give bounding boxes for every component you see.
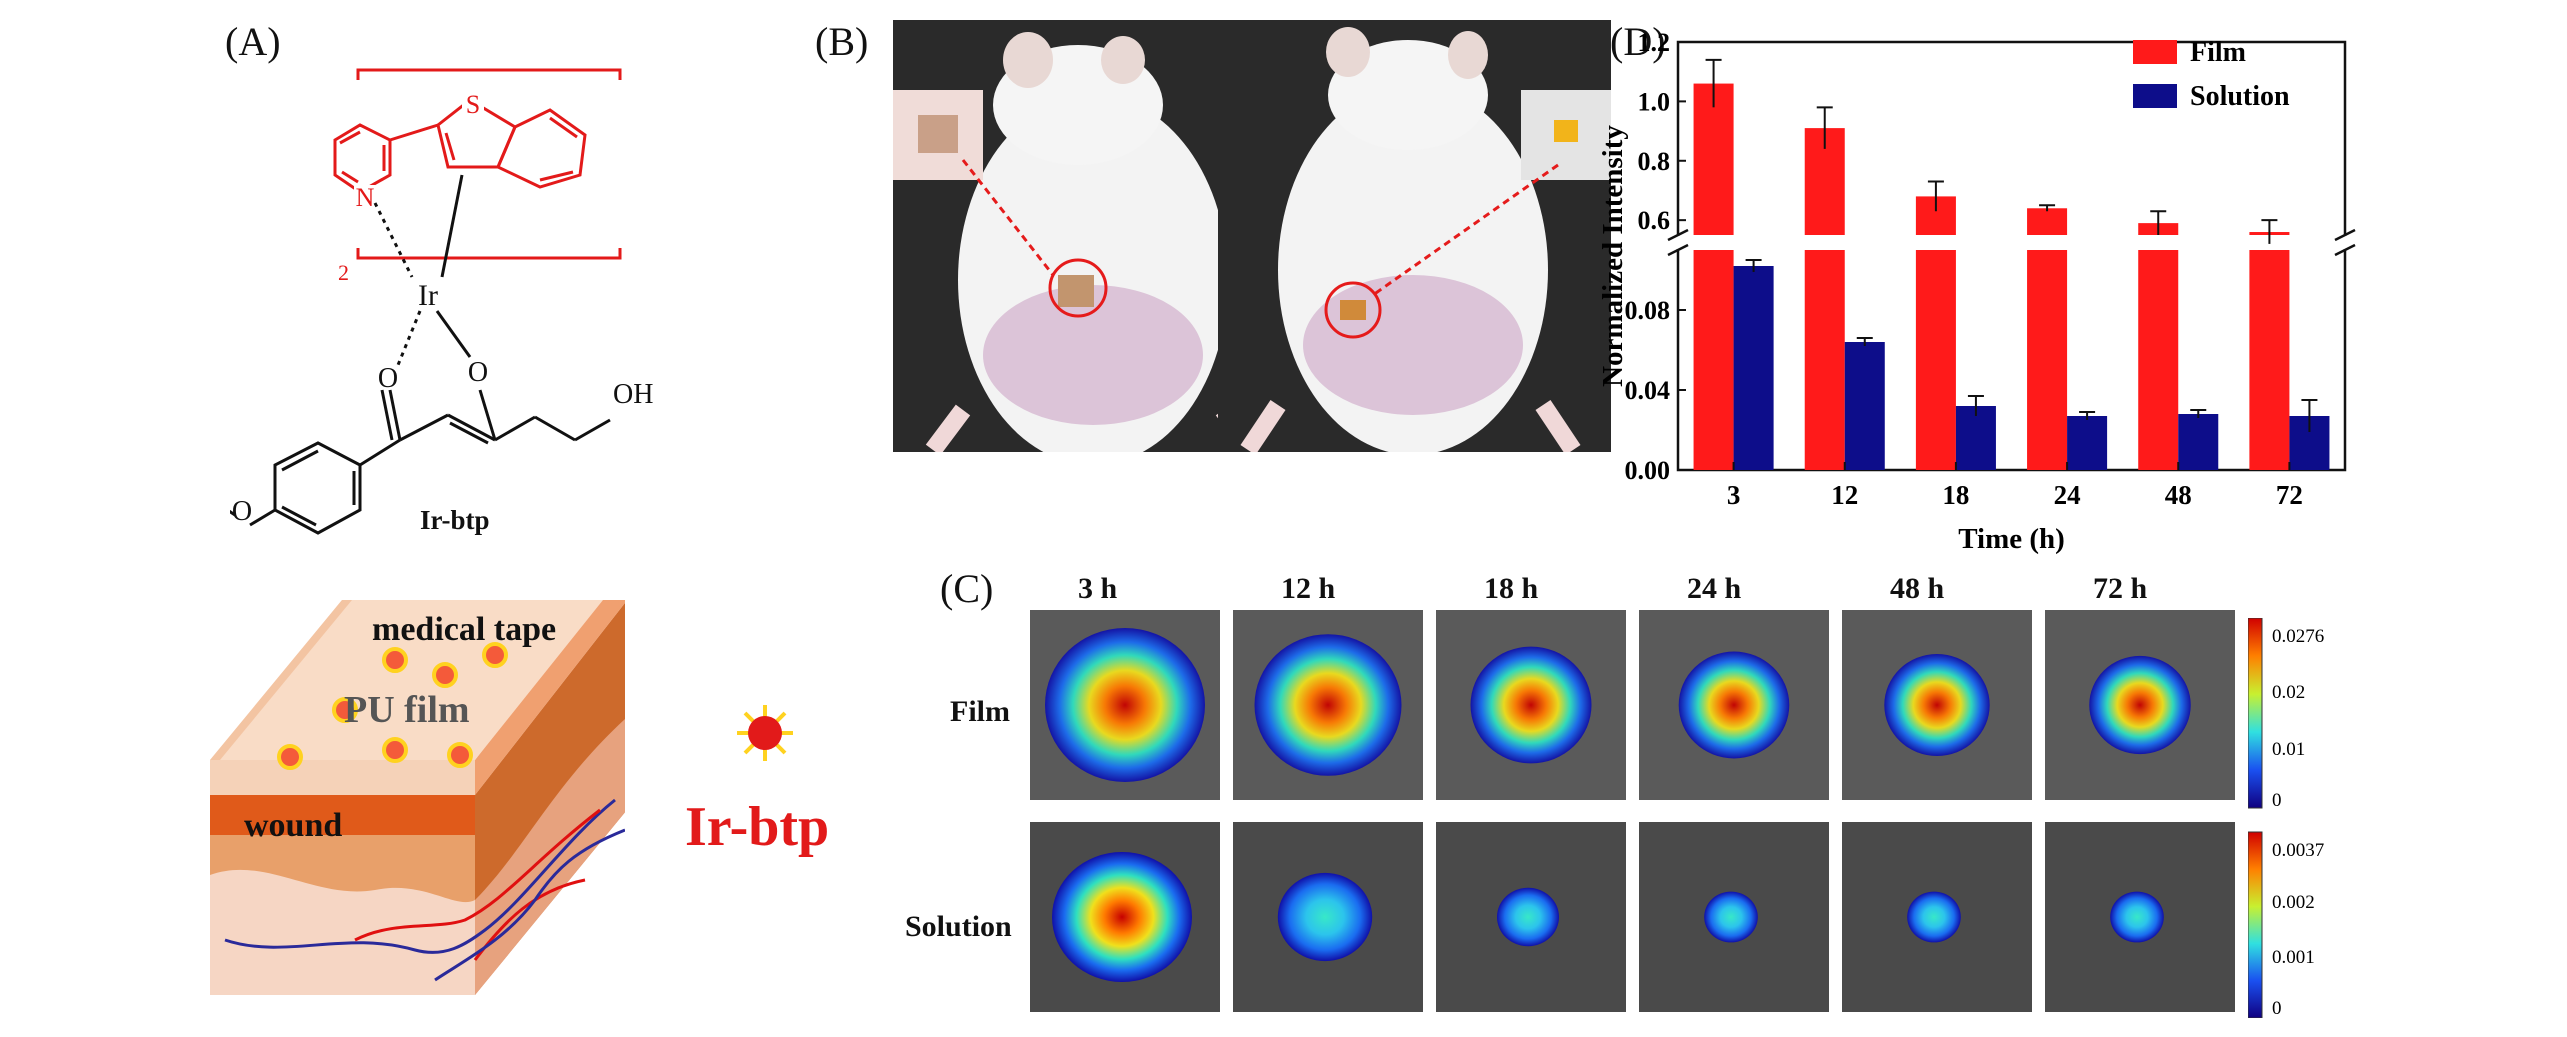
oxygen-atom-left: O <box>378 363 398 394</box>
y-lower-tick-label-1: 0.04 <box>1625 376 1671 405</box>
ir-btp-structure: S N 2 Ir O O OH O <box>230 68 653 535</box>
methoxy-oxygen: O <box>232 496 252 527</box>
bar-solution-12 <box>1844 342 1885 470</box>
solution-scale-tick-3: 0 <box>2272 998 2282 1018</box>
legend-swatch-0 <box>2133 40 2177 64</box>
bar-film-3 <box>1693 83 1734 235</box>
y-lower-tick-label-2: 0.00 <box>1625 456 1671 485</box>
film-signal-5 <box>2089 655 2191 755</box>
film-scale-tick-1: 0.02 <box>2272 682 2305 703</box>
film-signal-3 <box>1678 651 1790 759</box>
y-upper-tick-label-1: 1.0 <box>1638 87 1671 116</box>
layer-medical-tape: medical tape <box>372 611 557 648</box>
oxygen-atom-right: O <box>468 357 488 388</box>
film-colorbar <box>2248 618 2263 809</box>
axis-break-gap <box>1666 236 2357 249</box>
bar-film-lower-18 <box>1915 250 1956 470</box>
bar-film-lower-12 <box>1804 250 1845 470</box>
break-mark-top-0 <box>1667 228 1689 242</box>
legend-label-0: Film <box>2190 37 2246 68</box>
y-lower-tick-label-0: 0.08 <box>1625 296 1671 325</box>
panel-a-label: (A) <box>225 19 281 64</box>
colorbar-group: 0.0276 0.02 0.01 0 0.0037 0.002 0.001 0 <box>2248 618 2324 1018</box>
solution-signal-0 <box>1052 852 1192 982</box>
bar-solution-24 <box>2067 416 2108 470</box>
legend-ir-btp: Ir-btp <box>685 796 830 858</box>
x-tick-label-3: 3 <box>1727 480 1741 510</box>
layer-wound: wound <box>244 807 343 844</box>
solution-scale-tick-2: 0.001 <box>2272 947 2315 968</box>
x-tick-label-48: 48 <box>2165 480 2192 510</box>
break-mark-bottom-1 <box>2334 243 2356 257</box>
film-signal-0 <box>1045 628 1205 782</box>
row-label-solution: Solution <box>905 910 1012 943</box>
bar-film-24 <box>2027 208 2068 235</box>
solution-signal-4 <box>1907 891 1961 943</box>
compound-name: Ir-btp <box>420 505 490 535</box>
time-header-0: 3 h <box>1078 572 1118 605</box>
panel-b-label: (B) <box>815 19 869 64</box>
panel-d-label: (D) <box>1610 19 1666 64</box>
mouse-photo-solution <box>1218 20 1611 452</box>
y-upper-tick-label-2: 0.8 <box>1638 147 1671 176</box>
film-signal-1 <box>1254 634 1402 776</box>
solution-signal-2 <box>1497 887 1559 947</box>
bar-film-lower-48 <box>2138 250 2179 470</box>
film-signal-4 <box>1884 654 1990 756</box>
solution-colorbar <box>2248 831 2263 1018</box>
time-header-5: 72 h <box>2093 572 2148 605</box>
film-signal-2 <box>1470 646 1592 764</box>
intensity-bar-chart: 1.2 1.0 0.8 0.6 0.08 0.04 0.00 3 12 18 24 48 72 Time … <box>1600 28 2357 555</box>
bar-solution-3 <box>1733 266 1774 470</box>
fluorescence-image-grid <box>1030 610 2235 1012</box>
y-axis-label: Normalized Intensity <box>1600 125 1629 387</box>
x-axis-label: Time (h) <box>1958 523 2065 555</box>
mouse-photo-film <box>893 20 1288 452</box>
film-scale-tick-3: 0 <box>2272 790 2282 811</box>
time-header-1: 12 h <box>1281 572 1336 605</box>
legend-label-1: Solution <box>2190 81 2290 112</box>
x-tick-label-72: 72 <box>2276 480 2303 510</box>
wound-dressing-schematic <box>210 600 625 995</box>
x-tick-label-24: 24 <box>2054 480 2081 510</box>
hydroxyl-group: OH <box>613 379 653 410</box>
bar-film-lower-72 <box>2249 250 2290 470</box>
ir-btp-particle-icon <box>737 705 793 761</box>
x-tick-label-12: 12 <box>1831 480 1858 510</box>
sulfur-atom: S <box>466 90 480 119</box>
film-scale-tick-2: 0.01 <box>2272 739 2305 760</box>
film-scale-tick-0: 0.0276 <box>2272 626 2324 647</box>
bar-solution-48 <box>2178 414 2219 470</box>
x-tick-label-18: 18 <box>1942 480 1969 510</box>
break-mark-bottom-0 <box>1667 243 1689 257</box>
time-header-3: 24 h <box>1687 572 1742 605</box>
plot-frame <box>1676 40 2347 472</box>
nitrogen-atom: N <box>356 183 375 212</box>
solution-signal-3 <box>1704 891 1758 943</box>
bar-solution-18 <box>1955 406 1996 470</box>
panel-c-label: (C) <box>940 566 994 611</box>
solution-scale-tick-1: 0.002 <box>2272 892 2315 913</box>
y-upper-tick-label-3: 0.6 <box>1638 206 1671 235</box>
solution-scale-tick-0: 0.0037 <box>2272 840 2324 861</box>
break-mark-top-1 <box>2334 228 2356 242</box>
bar-film-lower-24 <box>2027 250 2068 470</box>
time-header-4: 48 h <box>1890 572 1945 605</box>
solution-signal-1 <box>1277 872 1373 962</box>
solution-signal-5 <box>2110 891 2164 943</box>
subscript-2: 2 <box>338 260 349 285</box>
bar-film-lower-3 <box>1693 250 1734 470</box>
iridium-atom: Ir <box>418 279 438 312</box>
time-header-2: 18 h <box>1484 572 1539 605</box>
row-label-film: Film <box>950 695 1010 728</box>
y-upper-tick-label-0: 1.2 <box>1638 28 1671 57</box>
layer-pu-film: PU film <box>344 689 470 731</box>
legend-swatch-1 <box>2133 84 2177 108</box>
